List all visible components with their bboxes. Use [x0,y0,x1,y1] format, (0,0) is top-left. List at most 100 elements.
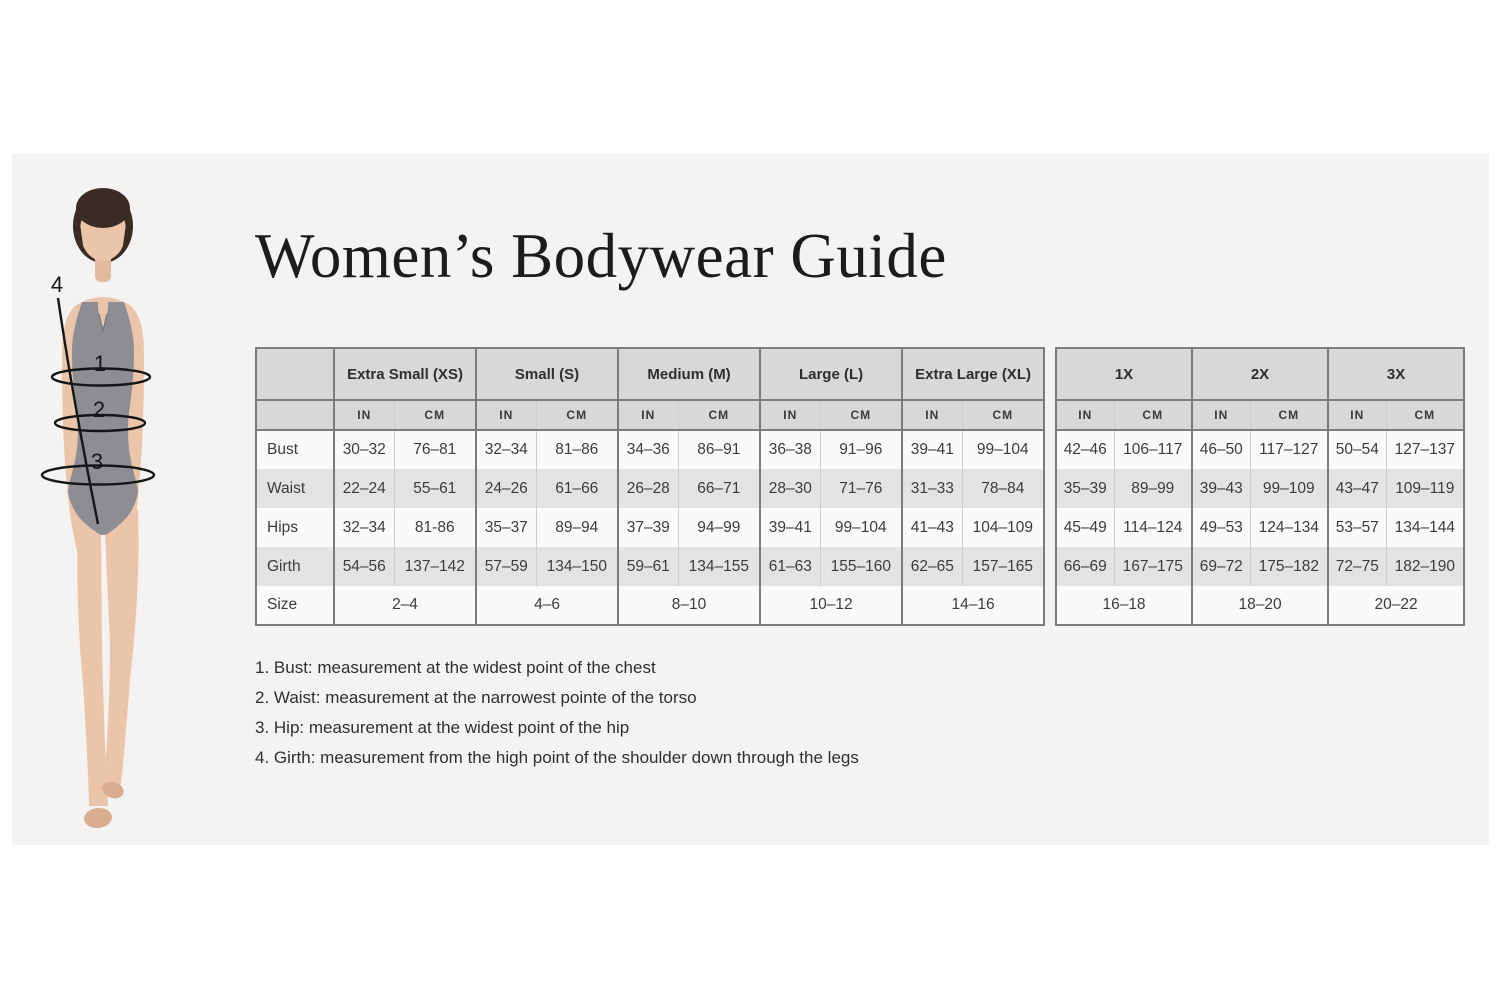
waist-marker-label: 2 [93,397,105,422]
size-group-header: 2X [1191,348,1329,401]
size-group-header: Small (S) [475,348,619,401]
measurement-cell: 86–91 [677,430,761,469]
measurement-cell: 36–38 [759,430,821,469]
measurement-cell: 81–86 [535,430,619,469]
measurement-notes: 1. Bust: measurement at the widest point… [255,657,859,777]
row-label: Bust [267,441,299,458]
row-label: Waist [267,479,306,497]
unit-header: CM [961,400,1045,431]
measurement-cell: 104–109 [961,508,1045,547]
bust-measure-line [50,367,152,387]
measurement-cell: 99–104 [819,508,903,547]
measurement-cell: 35–39 [1055,469,1114,508]
measurement-cell: 134–150 [535,547,619,586]
unit-header: CM [1113,400,1193,431]
size-group-header: 1X [1054,348,1193,401]
measurement-cell: 99–104 [961,430,1045,469]
note-item: 2. Waist: measurement at the narrowest p… [255,688,697,707]
measurement-cell: 81-86 [393,508,477,547]
measurement-cell: 66–69 [1055,547,1114,586]
measurement-cell: 134–155 [677,547,761,586]
measurement-cell: 61–63 [759,547,821,586]
measurement-cell: 37–39 [617,508,679,547]
model-figure: 1 2 3 4 [40,188,156,829]
measurement-cell: 46–50 [1191,430,1251,469]
unit-header: CM [677,400,761,431]
measurement-cell: 182–190 [1385,547,1465,586]
size-group-header: Extra Large (XL) [901,348,1045,401]
measurement-cell: 32–34 [475,430,537,469]
unit-header: IN [759,400,821,431]
hip-measure-line [40,464,156,486]
measurement-cell: 57–59 [475,547,537,586]
measurement-cell: 72–75 [1327,547,1387,586]
measurement-cell: 76–81 [393,430,477,469]
row-label: Hips [267,518,299,536]
size-group-header: 3X [1327,348,1465,401]
hip-marker-label: 3 [91,449,103,474]
unit-header: CM [1385,400,1465,431]
girth-marker-label: 4 [51,272,63,297]
measurement-cell: 34–36 [617,430,679,469]
row-label: Size [267,596,298,613]
dress-size-cell: 18–20 [1191,586,1329,625]
corner-cell [256,400,334,431]
size-table-standard: Extra Small (XS) Small (S) Medium (M) Large… [255,347,1046,626]
unit-header: IN [1191,400,1251,431]
measurement-cell: 69–72 [1191,547,1251,586]
measurement-cell: 30–32 [333,430,394,469]
dress-size-cell: 16–18 [1054,586,1193,625]
measurement-cell: 31–33 [901,469,963,508]
measurement-cell: 39–43 [1191,469,1251,508]
unit-header: CM [393,400,477,431]
size-table-plus: 1X 2X 3X IN CM IN CM IN CM 42–46 106–117 46–50 117–1… [1054,347,1466,626]
corner-cell [256,348,334,401]
unit-header: IN [901,400,963,431]
measurement-cell: 28–30 [759,469,821,508]
measurement-cell: 117–127 [1249,430,1329,469]
measurement-cell: 78–84 [961,469,1045,508]
measurement-cell: 127–137 [1385,430,1465,469]
measurement-cell: 43–47 [1327,469,1387,508]
unit-header: CM [535,400,619,431]
measurement-cell: 89–94 [535,508,619,547]
size-group-header: Extra Small (XS) [332,348,477,401]
measurement-cell: 109–119 [1385,469,1465,508]
unit-header: IN [617,400,679,431]
measurement-cell: 54–56 [333,547,394,586]
bust-marker-label: 1 [94,351,106,376]
measurement-cell: 62–65 [901,547,963,586]
measurement-cell: 157–165 [961,547,1045,586]
row-label: Girth [267,557,301,575]
measurement-cell: 50–54 [1327,430,1387,469]
measurement-cell: 32–34 [333,508,394,547]
size-group-header: Large (L) [759,348,903,401]
note-item: 3. Hip: measurement at the widest point … [255,718,630,737]
measurement-cell: 71–76 [819,469,903,508]
unit-header: CM [1249,400,1329,431]
measurement-cell: 53–57 [1327,508,1387,547]
girth-measure-line [56,297,100,525]
measurement-cell: 61–66 [535,469,619,508]
dress-size-cell: 20–22 [1327,586,1465,625]
unit-header: IN [333,400,394,431]
marker-labels: 1 2 3 4 [51,272,106,474]
measurement-cell: 134–144 [1385,508,1465,547]
measurement-cell: 114–124 [1113,508,1193,547]
waist-measure-line [53,413,147,433]
unit-header: IN [475,400,537,431]
measurement-cell: 175–182 [1249,547,1329,586]
measurement-cell: 167–175 [1113,547,1193,586]
measurement-cell: 42–46 [1055,430,1114,469]
measurement-cell: 41–43 [901,508,963,547]
dress-size-cell: 10–12 [759,586,903,625]
measurement-cell: 39–41 [759,508,821,547]
size-group-header: Medium (M) [617,348,761,401]
dress-size-cell: 2–4 [332,586,477,625]
measurement-cell: 35–37 [475,508,537,547]
measurement-cell: 94–99 [677,508,761,547]
dress-size-cell: 4–6 [475,586,619,625]
note-item: 1. Bust: measurement at the widest point… [255,658,656,677]
measurement-markers [40,297,156,525]
